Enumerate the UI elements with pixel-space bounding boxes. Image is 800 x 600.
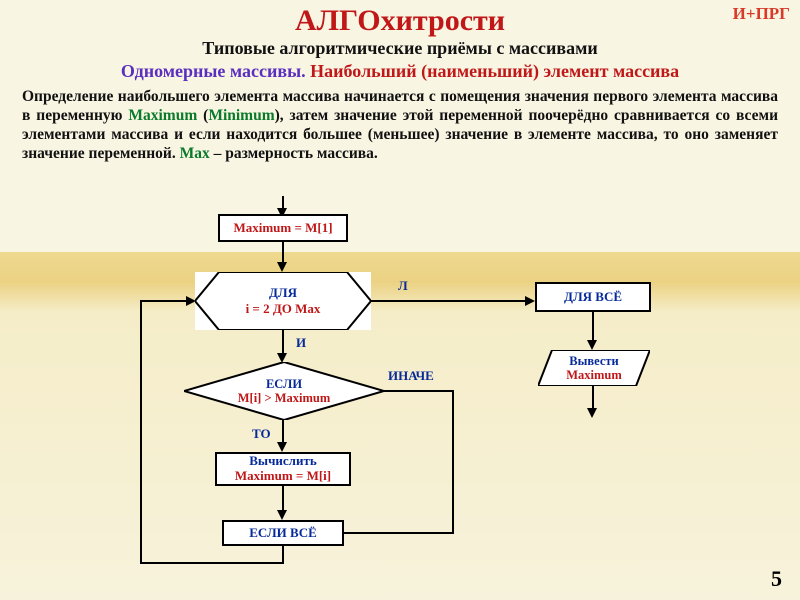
edge-else-h2 [344,532,454,534]
topic-part2: Наибольший (наименьший) элемент массива [306,61,679,81]
para-max: Maximum [128,107,197,124]
node-calc: Вычислить Maximum = M[i] [215,452,351,486]
edge-else-h [384,390,454,392]
label-to: ТО [252,426,271,442]
para-maxword: Max [180,145,210,162]
edge-endfor-out-head [587,340,597,350]
node-output: Вывести Maximum [538,350,650,386]
label-inache-text: ИНАЧЕ [388,368,434,383]
para-min: Minimum [208,107,274,124]
node-output-l2: Maximum [566,368,622,382]
label-L: Л [398,278,408,294]
edge-exit-head [587,408,597,418]
label-inache: ИНАЧЕ [388,368,434,384]
corner-tag: И+ПРГ [733,4,790,24]
edge-loop-endfor-head [525,296,535,306]
para-paren: ( [197,107,208,124]
node-condition: ЕСЛИ M[i] > Maximum [184,362,384,420]
subtitle: Типовые алгоритмические приёмы с массива… [0,38,800,59]
node-cond-l1: ЕСЛИ [266,377,302,391]
label-I-text: И [296,335,306,350]
node-init-text: Maximum = M[1] [233,221,332,236]
page-number-text: 5 [771,566,782,591]
label-L-text: Л [398,278,408,293]
node-endif: ЕСЛИ ВСЁ [222,520,344,546]
page-title: АЛГОхитрости [0,0,800,38]
edge-calc-endif-head [277,510,287,520]
edge-loop-endfor [371,300,529,302]
node-loop: ДЛЯ i = 2 ДО Max [195,272,371,330]
corner-text: И+ПРГ [733,4,790,23]
node-cond-l2: M[i] > Maximum [238,391,331,405]
node-loop-l1: ДЛЯ [269,285,297,301]
edge-back-h [140,562,284,564]
edge-init-loop-head [277,262,287,272]
node-init: Maximum = M[1] [218,214,348,242]
para-seg3: – размерность массива. [210,145,378,162]
node-output-l1: Вывести [569,354,618,368]
node-calc-l2: Maximum = M[i] [235,469,331,484]
label-I: И [296,335,306,351]
subtitle-text: Типовые алгоритмические приёмы с массива… [202,38,597,58]
edge-back-v2 [140,300,142,564]
flowchart: Maximum = M[1] ДЛЯ i = 2 ДО Max Л И ЕСЛИ… [0,204,800,594]
edge-else-v [452,390,454,532]
node-endfor-text: ДЛЯ ВСЁ [564,290,622,305]
edge-back-h2 [140,300,190,302]
page-number: 5 [771,566,782,592]
title-text: АЛГОхитрости [295,4,505,37]
label-to-text: ТО [252,426,271,441]
topic-line: Одномерные массивы. Наибольший (наименьш… [0,61,800,82]
description-paragraph: Определение наибольшего элемента массива… [22,88,778,164]
node-loop-l2: i = 2 ДО Max [246,301,321,317]
topic-part1: Одномерные массивы. [121,61,306,81]
node-endif-text: ЕСЛИ ВСЁ [249,526,317,541]
node-calc-l1: Вычислить [249,454,316,469]
edge-to-head [277,442,287,452]
node-endfor: ДЛЯ ВСЁ [535,282,651,312]
